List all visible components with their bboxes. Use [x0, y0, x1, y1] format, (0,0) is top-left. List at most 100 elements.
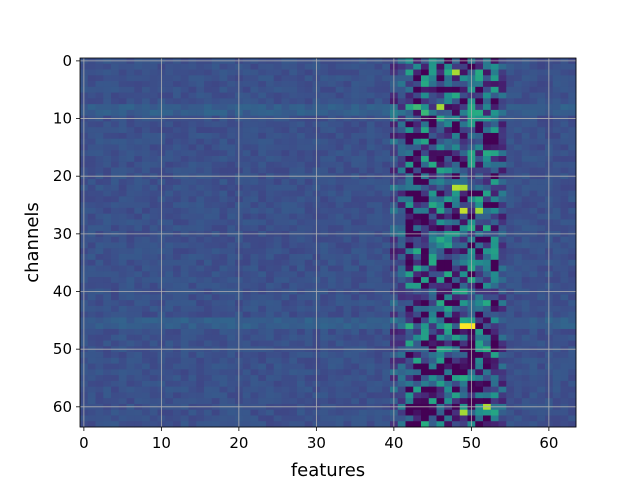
heatmap-cell [343, 398, 352, 405]
heatmap-cell [328, 380, 337, 388]
heatmap-cell [118, 357, 127, 364]
heatmap-cell [568, 409, 577, 416]
heatmap-cell [521, 75, 530, 82]
heatmap-cell [374, 219, 383, 226]
heatmap-cell [444, 207, 453, 215]
heatmap-cell [118, 75, 127, 82]
heatmap-cell [149, 144, 158, 151]
heatmap-cell [204, 81, 213, 88]
heatmap-cell [359, 357, 368, 364]
heatmap-cell [421, 282, 430, 290]
heatmap-cell [211, 259, 220, 266]
heatmap-cell [506, 259, 515, 266]
heatmap-cell [529, 311, 538, 318]
heatmap-cell [568, 340, 577, 347]
heatmap-cell [514, 334, 523, 341]
heatmap-cell [165, 86, 174, 93]
heatmap-cell [359, 352, 368, 359]
heatmap-cell [335, 369, 344, 376]
heatmap-cell [529, 242, 538, 249]
heatmap-cell [560, 271, 569, 278]
heatmap-cell [413, 334, 422, 341]
heatmap-cell [521, 265, 530, 272]
heatmap-cell [475, 81, 484, 88]
heatmap-cell [281, 334, 290, 341]
heatmap-cell [421, 109, 430, 117]
heatmap-cell [436, 357, 445, 364]
heatmap-cell [126, 225, 135, 232]
heatmap-cell [320, 352, 329, 359]
heatmap-cell [568, 328, 577, 336]
heatmap-cell [250, 81, 259, 88]
heatmap-cell [242, 311, 251, 318]
heatmap-cell [328, 150, 337, 157]
heatmap-cell [258, 294, 267, 301]
heatmap-cell [514, 305, 523, 313]
heatmap-cell [242, 196, 251, 203]
heatmap-cell [405, 363, 414, 370]
heatmap-cell [490, 242, 499, 249]
heatmap-cell [351, 207, 360, 215]
heatmap-cell [273, 386, 282, 393]
heatmap-cell [475, 69, 484, 76]
heatmap-cell [297, 150, 306, 157]
heatmap-cell [366, 236, 375, 243]
heatmap-cell [242, 254, 251, 261]
heatmap-cell [95, 167, 104, 174]
heatmap-cell [421, 340, 430, 347]
heatmap-cell [359, 104, 368, 111]
heatmap-cell [475, 179, 484, 186]
heatmap-cell [382, 340, 391, 347]
heatmap-cell [366, 317, 375, 324]
heatmap-cell [560, 207, 569, 215]
heatmap-cell [180, 294, 189, 301]
heatmap-cell [328, 352, 337, 359]
heatmap-cell [421, 415, 430, 422]
heatmap-cell [359, 98, 368, 105]
heatmap-cell [118, 294, 127, 301]
heatmap-cell [196, 144, 205, 151]
heatmap-cell [297, 323, 306, 330]
heatmap-cell [490, 340, 499, 347]
heatmap-cell [444, 409, 453, 416]
heatmap-cell [405, 300, 414, 307]
heatmap-cell [366, 398, 375, 405]
heatmap-cell [475, 334, 484, 341]
heatmap-cell [436, 225, 445, 232]
heatmap-cell [552, 144, 561, 151]
heatmap-cell [552, 156, 561, 163]
heatmap-cell [297, 98, 306, 105]
heatmap-cell [320, 150, 329, 157]
heatmap-cell [211, 121, 220, 128]
heatmap-cell [188, 317, 197, 324]
heatmap-cell [304, 328, 313, 336]
heatmap-cell [459, 150, 468, 157]
heatmap-cell [382, 144, 391, 151]
heatmap-cell [320, 340, 329, 347]
heatmap-cell [242, 144, 251, 151]
heatmap-cell [95, 69, 104, 76]
heatmap-cell [180, 69, 189, 76]
heatmap-cell [343, 317, 352, 324]
heatmap-cell [335, 340, 344, 347]
heatmap-cell [560, 409, 569, 416]
heatmap-cell [351, 219, 360, 226]
heatmap-cell [134, 259, 143, 266]
heatmap-cell [428, 98, 437, 105]
heatmap-cell [444, 150, 453, 157]
heatmap-cell [490, 421, 499, 428]
heatmap-cell [149, 265, 158, 272]
heatmap-cell [374, 392, 383, 399]
heatmap-cell [87, 219, 96, 226]
heatmap-cell [498, 92, 507, 99]
heatmap-cell [560, 121, 569, 128]
heatmap-cell [180, 386, 189, 393]
heatmap-cell [126, 277, 135, 284]
heatmap-cell [204, 63, 213, 70]
heatmap-cell [304, 196, 313, 203]
heatmap-cell [459, 196, 468, 203]
heatmap-cell [142, 156, 151, 163]
heatmap-cell [560, 81, 569, 88]
heatmap-cell [142, 328, 151, 336]
heatmap-cell [188, 357, 197, 364]
